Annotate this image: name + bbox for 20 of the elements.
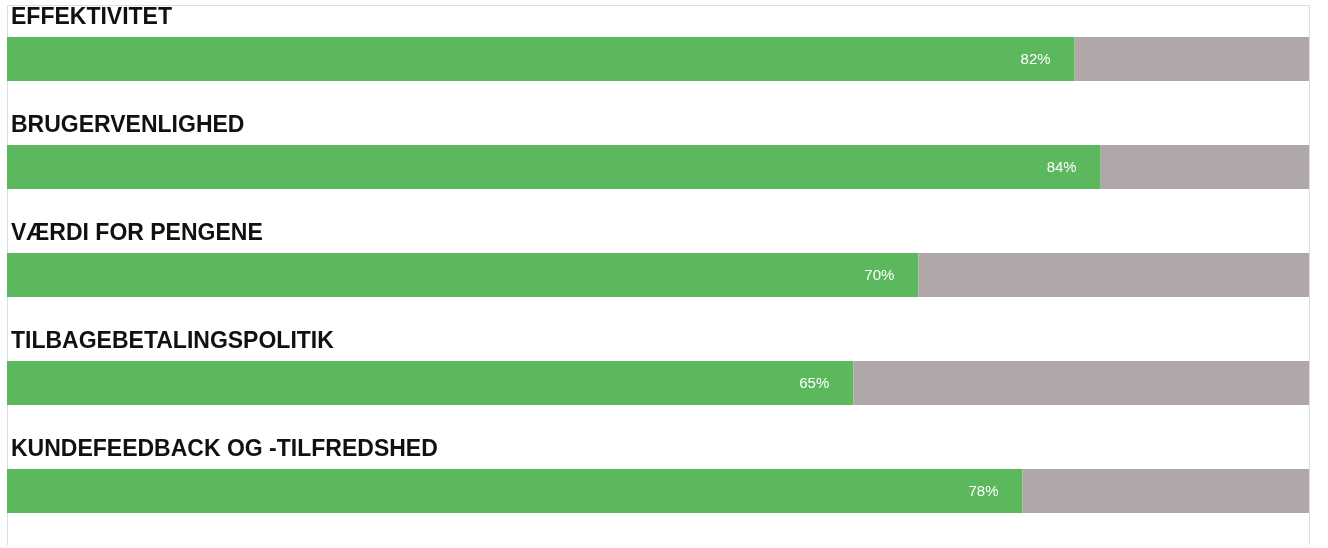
y-tick-label: KUNDEFEEDBACK OG -TILFREDSHED: [11, 435, 438, 461]
bar: [1100, 145, 1309, 189]
data-label: 78%: [968, 482, 999, 499]
bar: [7, 37, 1075, 81]
bar: [7, 361, 854, 405]
bar: [1022, 469, 1309, 513]
y-tick-label: TILBAGEBETALINGSPOLITIK: [11, 327, 335, 353]
y-tick-label: BRUGERVENLIGHED: [11, 111, 245, 137]
data-label: 82%: [1020, 50, 1051, 67]
data-label: 65%: [799, 374, 830, 391]
bar: [918, 253, 1309, 297]
data-label: 70%: [864, 266, 895, 283]
y-tick-label: VÆRDI FOR PENGENE: [11, 219, 263, 245]
y-tick-label: EFFEKTIVITET: [11, 3, 172, 29]
bar: [7, 145, 1101, 189]
bar: [853, 361, 1309, 405]
bar: [7, 253, 919, 297]
bar: [1074, 37, 1309, 81]
bar: [7, 469, 1023, 513]
data-label: 84%: [1046, 158, 1077, 175]
